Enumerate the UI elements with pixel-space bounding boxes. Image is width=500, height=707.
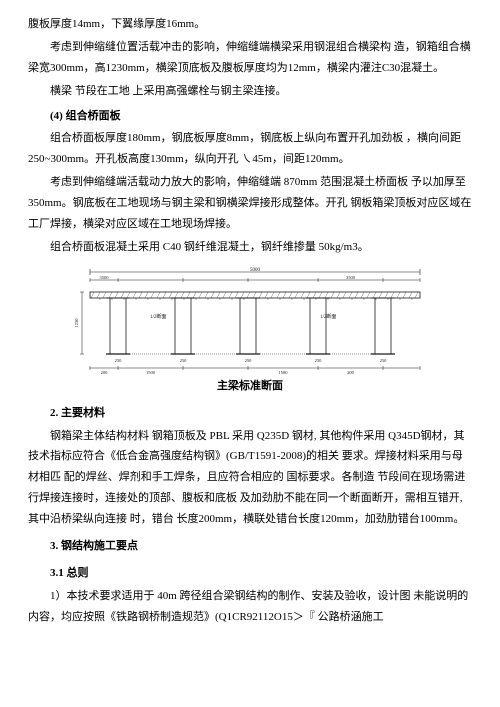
svg-text:200: 200	[347, 370, 355, 374]
svg-text:1500: 1500	[279, 370, 289, 374]
heading-composite-deck: (4) 组合桥面板	[28, 106, 472, 127]
paragraph-expansion-joint: 考虑到伸缩缝位置活载冲击的影响，伸缩缝端横梁采用钢混组合横梁构 造，钢箱组合横梁…	[28, 37, 472, 79]
paragraph-steel-spec: 钢箱梁主体结构材料 钢箱顶板及 PBL 采用 Q235D 钢材, 其他构件采用 …	[28, 426, 472, 530]
svg-text:5000: 5000	[250, 268, 261, 273]
heading-general-rules: 3.1 总则	[28, 563, 472, 584]
list-item-tech-requirement: 1）本技术要求适用于 40m 跨径组合梁钢结构的制作、安装及验收，设计图 未能说…	[28, 586, 472, 628]
svg-text:1230: 1230	[74, 318, 79, 328]
svg-text:250: 250	[380, 358, 388, 363]
heading-steel-construction: 3. 钢结构施工要点	[28, 536, 472, 557]
svg-text:1500: 1500	[146, 370, 156, 374]
beam-section-diagram: 5000 3500 3500 250 250 250 250 250 1230 200 1500 15…	[28, 264, 472, 374]
svg-text:3500: 3500	[346, 275, 356, 280]
svg-text:250: 250	[115, 358, 123, 363]
svg-text:250: 250	[245, 358, 253, 363]
paragraph-deck-thickness: 组合桥面板厚度180mm，钢底板厚度8mm，钢底板上纵向布置开孔加劲板 ，横向间…	[28, 128, 472, 170]
svg-text:1/2断面: 1/2断面	[150, 313, 166, 320]
paragraph-web-thickness: 腹板厚度14mm，下翼缘厚度16mm。	[28, 14, 472, 35]
diagram-caption: 主梁标准断面	[28, 376, 472, 397]
svg-text:250: 250	[180, 358, 188, 363]
heading-main-materials: 2. 主要材料	[28, 403, 472, 424]
svg-text:3500: 3500	[100, 275, 110, 280]
svg-text:1/2断面: 1/2断面	[320, 313, 336, 320]
paragraph-concrete-spec: 组合桥面板混凝土采用 C40 钢纤维混凝土，钢纤维掺量 50kg/m3。	[28, 237, 472, 258]
svg-text:250: 250	[315, 358, 323, 363]
paragraph-crossbeam-bolt: 横梁 节段在工地 上采用高强螺栓与钢主梁连接。	[28, 81, 472, 102]
svg-text:200: 200	[101, 370, 109, 374]
paragraph-deck-thickening: 考虑到伸缩缝端活载动力放大的影响，伸缩缝端 870mm 范围混凝土桥面板 予以加…	[28, 172, 472, 235]
